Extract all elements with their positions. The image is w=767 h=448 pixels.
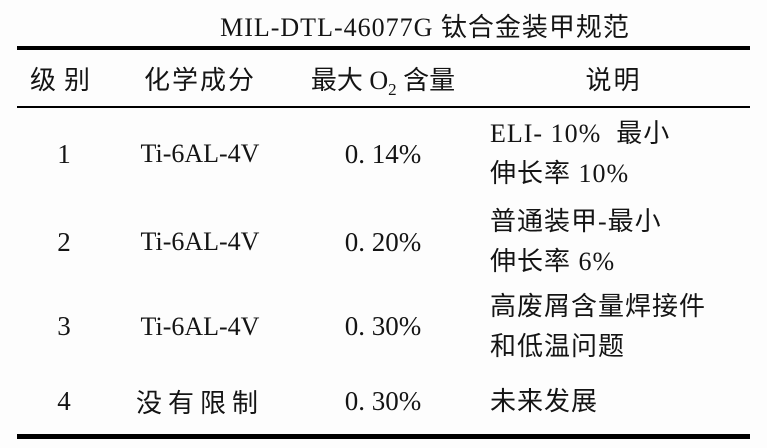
composition-cell: Ti-6AL-4V: [140, 227, 260, 256]
spec-table: 级别 化学成分 最大 O2 含量 说明 1 Ti-6AL-4V 0. 14% E…: [17, 46, 750, 439]
composition-cell: Ti-6AL-4V: [140, 139, 260, 168]
max-o2-cell: 0. 30%: [344, 311, 422, 341]
description-cell: 普通装甲-最小 伸长率 6%: [477, 202, 750, 282]
description-line: 高废屑含量焊接件: [490, 291, 707, 321]
max-o2-cell: 0. 20%: [344, 226, 422, 257]
description-cell: 未来发展: [477, 382, 750, 422]
description-cell: 高废屑含量焊接件 和低温问题: [477, 287, 750, 367]
description-line: 普通装甲-最小: [490, 207, 662, 236]
grade-cell: 3: [57, 311, 71, 341]
composition-cell: 没有限制: [135, 389, 264, 418]
table-row: 3 Ti-6AL-4V 0. 30% 高废屑含量焊接件 和低温问题: [17, 284, 750, 369]
col-header-description: 说明: [585, 65, 642, 95]
o2-subscript: 2: [388, 79, 397, 99]
table-row: 2 Ti-6AL-4V 0. 20% 普通装甲-最小 伸长率 6%: [17, 200, 750, 284]
col-header-max-o2: 最大 O2 含量: [289, 60, 477, 99]
description-line: 伸长率 6%: [490, 247, 616, 276]
description-line: 伸长率 10%: [490, 159, 630, 188]
o2-header-suffix: 含量: [396, 65, 456, 95]
table-title: MIL-DTL-46077G 钛合金装甲规范: [220, 13, 630, 42]
o2-header-prefix: 最大 O: [310, 65, 389, 95]
table-row: 4 没有限制 0. 30% 未来发展: [17, 369, 750, 434]
description-line: 未来发展: [490, 386, 599, 416]
description-line: ELI- 10% 最小: [490, 119, 671, 148]
max-o2-cell: 0. 30%: [344, 386, 422, 416]
grade-cell: 4: [57, 386, 71, 416]
grade-cell: 1: [57, 138, 71, 169]
col-header-composition: 化学成分: [143, 65, 256, 95]
table-row: 1 Ti-6AL-4V 0. 14% ELI- 10% 最小 伸长率 10%: [17, 108, 750, 200]
description-cell: ELI- 10% 最小 伸长率 10%: [477, 114, 750, 194]
composition-cell: Ti-6AL-4V: [140, 311, 260, 341]
col-header-grade: 级别: [29, 65, 98, 95]
max-o2-cell: 0. 14%: [344, 138, 422, 169]
grade-cell: 2: [57, 226, 71, 257]
description-line: 和低温问题: [490, 331, 626, 361]
table-header-row: 级别 化学成分 最大 O2 含量 说明: [17, 50, 750, 108]
